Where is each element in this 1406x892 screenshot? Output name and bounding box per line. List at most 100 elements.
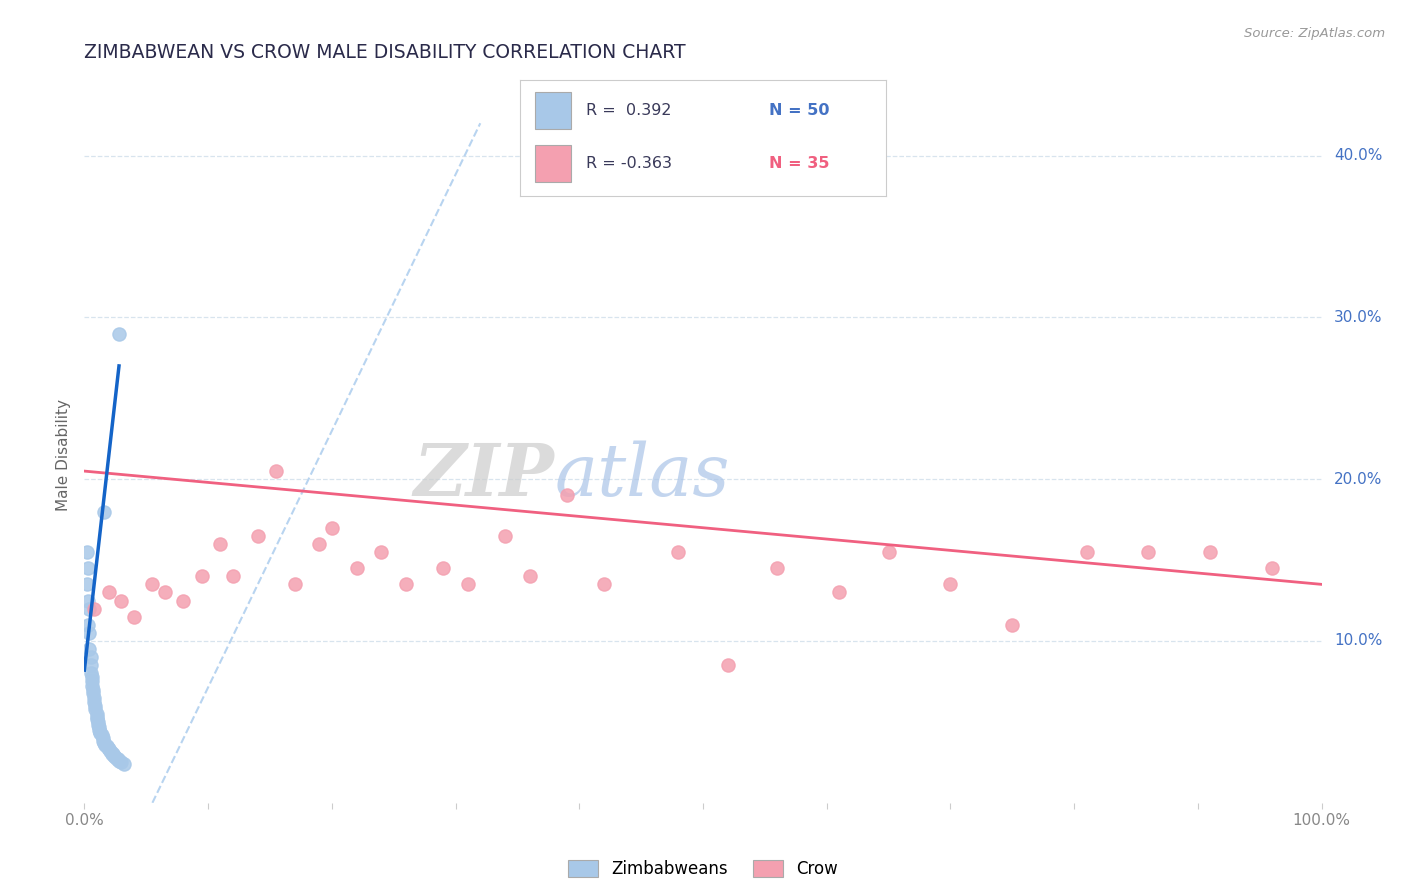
Point	[76, 545, 98, 559]
Legend: Zimbabweans, Crow: Zimbabweans, Crow	[568, 860, 838, 878]
Point	[82, 682, 104, 697]
Text: 40.0%: 40.0%	[1334, 148, 1382, 163]
Point	[717, 658, 740, 673]
Point	[93, 736, 115, 750]
Point	[100, 747, 122, 762]
Point	[103, 748, 125, 763]
Point	[222, 569, 245, 583]
Point	[79, 650, 101, 665]
Point	[104, 750, 127, 764]
Point	[877, 545, 900, 559]
Point	[494, 529, 516, 543]
Point	[80, 674, 103, 689]
Text: N = 35: N = 35	[769, 156, 830, 171]
Point	[766, 561, 789, 575]
Point	[191, 569, 214, 583]
Text: 20.0%: 20.0%	[1334, 472, 1382, 487]
Point	[80, 679, 103, 693]
Point	[98, 744, 121, 758]
Point	[370, 545, 392, 559]
Point	[89, 726, 111, 740]
Point	[284, 577, 307, 591]
Point	[96, 739, 118, 754]
Text: atlas: atlas	[554, 441, 730, 511]
Point	[98, 742, 121, 756]
Point	[90, 728, 112, 742]
Point	[84, 698, 107, 713]
Point	[321, 521, 343, 535]
Text: N = 50: N = 50	[769, 103, 830, 118]
Point	[110, 756, 132, 770]
Point	[1199, 545, 1222, 559]
Point	[666, 545, 689, 559]
Point	[457, 577, 479, 591]
Point	[172, 593, 194, 607]
Point	[346, 561, 368, 575]
Point	[105, 752, 128, 766]
Point	[83, 696, 105, 710]
Text: Source: ZipAtlas.com: Source: ZipAtlas.com	[1244, 27, 1385, 40]
Point	[308, 537, 330, 551]
Bar	[534, 92, 571, 129]
Point	[76, 577, 98, 591]
Point	[89, 724, 111, 739]
Text: 10.0%: 10.0%	[1334, 633, 1382, 648]
Point	[80, 670, 103, 684]
Point	[1001, 617, 1024, 632]
Point	[555, 488, 578, 502]
Point	[77, 561, 100, 575]
Point	[79, 601, 101, 615]
Point	[108, 754, 131, 768]
Point	[77, 593, 100, 607]
Point	[86, 712, 108, 726]
Point	[79, 642, 101, 657]
Text: 30.0%: 30.0%	[1334, 310, 1382, 325]
Point	[91, 734, 114, 748]
Point	[87, 714, 110, 729]
Point	[94, 738, 117, 752]
Point	[264, 464, 287, 478]
Point	[83, 601, 105, 615]
Point	[153, 585, 176, 599]
Point	[432, 561, 454, 575]
Point	[86, 706, 108, 721]
Point	[110, 593, 132, 607]
Point	[107, 752, 129, 766]
Point	[395, 577, 418, 591]
Text: R =  0.392: R = 0.392	[586, 103, 672, 118]
Point	[98, 585, 121, 599]
Point	[91, 731, 114, 745]
Bar	[534, 145, 571, 182]
Point	[79, 666, 101, 681]
Point	[97, 740, 120, 755]
Point	[108, 326, 131, 341]
Point	[828, 585, 851, 599]
Point	[141, 577, 163, 591]
Point	[86, 710, 108, 724]
Point	[1076, 545, 1098, 559]
Point	[87, 718, 110, 732]
Point	[79, 626, 101, 640]
Point	[1137, 545, 1160, 559]
Point	[519, 569, 541, 583]
Point	[1261, 561, 1284, 575]
Text: ZIMBABWEAN VS CROW MALE DISABILITY CORRELATION CHART: ZIMBABWEAN VS CROW MALE DISABILITY CORRE…	[84, 44, 686, 62]
Point	[79, 658, 101, 673]
Point	[89, 723, 111, 737]
Point	[101, 747, 124, 762]
Point	[89, 720, 111, 734]
Point	[83, 690, 105, 705]
Point	[84, 702, 107, 716]
Point	[93, 504, 115, 518]
Point	[82, 686, 104, 700]
Point	[122, 609, 145, 624]
Point	[939, 577, 962, 591]
Y-axis label: Male Disability: Male Disability	[56, 399, 72, 511]
Point	[112, 756, 135, 771]
Point	[77, 617, 100, 632]
Text: R = -0.363: R = -0.363	[586, 156, 672, 171]
Point	[209, 537, 232, 551]
Text: ZIP: ZIP	[413, 441, 554, 511]
Point	[246, 529, 269, 543]
Point	[100, 746, 122, 760]
